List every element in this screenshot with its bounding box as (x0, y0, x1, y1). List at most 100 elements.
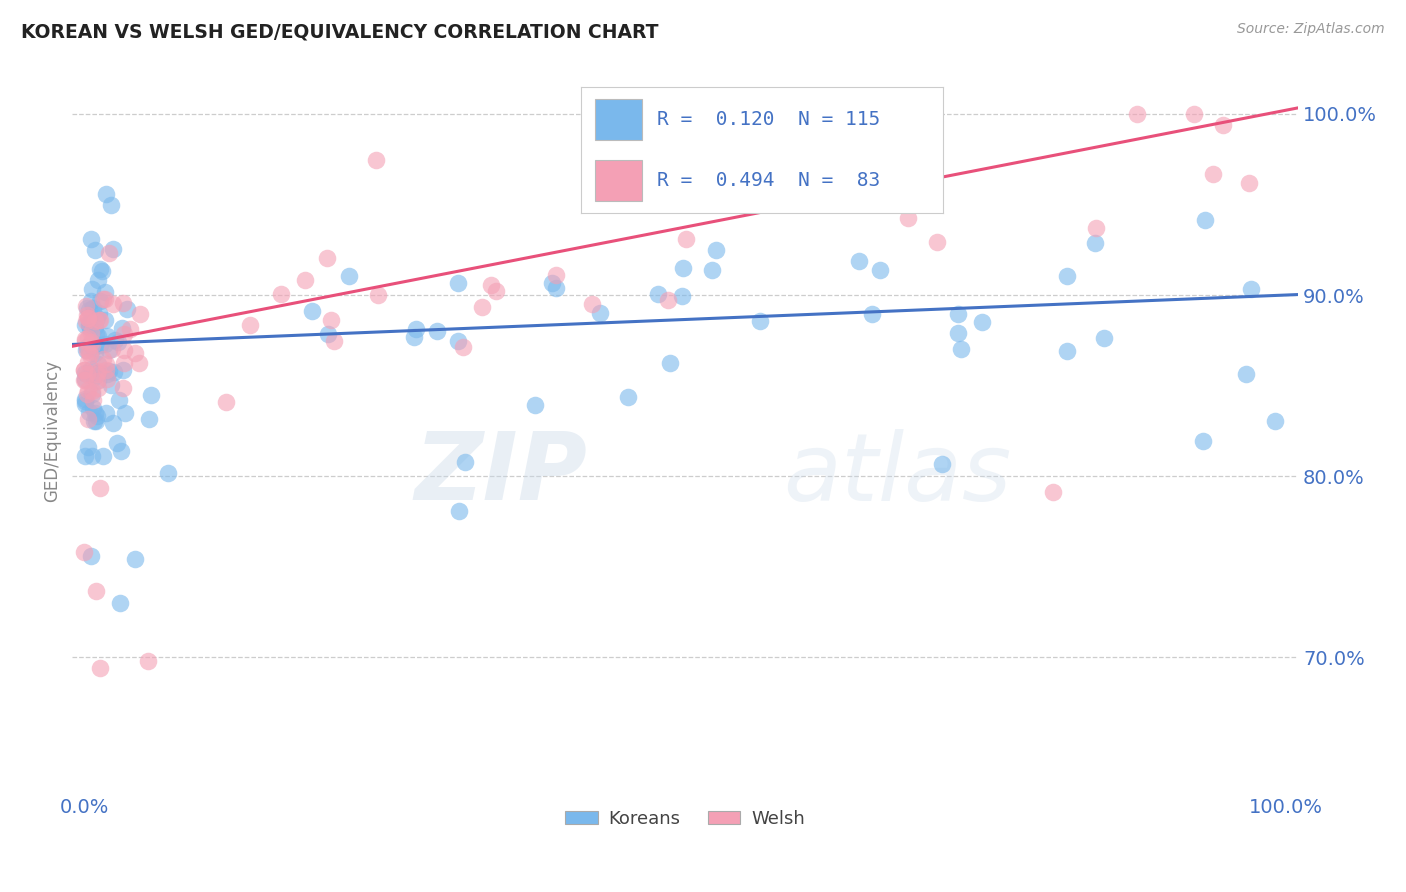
Point (869, 263, 891, 277)
Point (108, 392, 131, 407)
Point (946, 307, 969, 321)
Point (77, 411, 100, 425)
Point (86, 311, 108, 326)
Point (75, 449, 97, 463)
Point (112, 343, 135, 357)
Point (75, 397, 97, 411)
Point (1125, 107, 1147, 121)
Point (139, 388, 162, 402)
Point (82, 401, 104, 416)
Point (76, 340, 98, 354)
Point (101, 242, 124, 256)
Point (118, 322, 141, 336)
Point (84, 414, 107, 428)
Point (87, 313, 110, 327)
Point (138, 412, 160, 426)
Point (112, 356, 135, 370)
Point (83, 243, 105, 257)
Point (86, 328, 108, 343)
Point (77, 440, 100, 454)
Point (949, 343, 972, 357)
Point (80, 326, 103, 340)
Point (104, 333, 127, 347)
Point (1084, 235, 1107, 250)
Point (108, 596, 131, 610)
Point (73, 373, 96, 387)
Point (84, 326, 107, 341)
Point (931, 458, 953, 472)
Point (581, 297, 603, 311)
Point (111, 363, 134, 377)
Point (76, 301, 98, 315)
Point (1240, 282, 1263, 296)
Point (834, 195, 856, 210)
Point (91, 292, 114, 306)
Point (79, 348, 101, 362)
Point (94, 336, 117, 351)
Point (270, 286, 292, 301)
Point (215, 395, 238, 409)
Point (73, 372, 96, 386)
Point (315, 251, 337, 265)
Point (524, 399, 547, 413)
Point (1239, 176, 1261, 190)
Point (73, 332, 96, 346)
Point (700, 262, 723, 277)
Point (87, 373, 110, 387)
Point (82, 341, 104, 355)
Point (86, 358, 108, 372)
Point (86, 409, 108, 423)
Point (76, 343, 98, 357)
Point (91, 351, 114, 366)
Point (103, 365, 125, 379)
Point (96, 328, 118, 343)
Point (87, 363, 110, 377)
Point (73, 362, 96, 376)
Point (101, 342, 124, 356)
Point (80, 335, 103, 350)
Point (972, 315, 994, 329)
Point (103, 296, 125, 310)
Point (73, 545, 96, 559)
Point (93, 293, 115, 307)
Point (83, 336, 105, 351)
Point (658, 356, 681, 370)
Point (111, 320, 134, 334)
Point (77, 405, 100, 419)
Point (1056, 344, 1078, 359)
Point (447, 334, 470, 348)
Point (93, 450, 115, 464)
Point (76, 387, 98, 401)
Point (675, 231, 697, 245)
Point (77, 317, 100, 331)
Point (451, 340, 474, 354)
Point (82, 393, 104, 408)
Point (82, 387, 104, 401)
Point (80, 232, 103, 246)
Point (77, 331, 100, 345)
Point (107, 334, 129, 349)
Point (82, 282, 104, 296)
Point (364, 153, 387, 168)
Point (89, 312, 111, 326)
Point (94, 405, 117, 419)
Point (1182, 107, 1205, 121)
Point (97, 343, 120, 357)
Point (100, 198, 122, 212)
Point (89, 660, 111, 674)
Point (76, 308, 98, 322)
Point (128, 307, 150, 321)
Point (447, 276, 470, 290)
Point (77, 310, 100, 325)
Point (1234, 367, 1257, 381)
Point (90, 264, 112, 278)
Point (657, 293, 679, 308)
Point (1056, 268, 1078, 283)
Point (80, 384, 103, 398)
Point (73, 318, 96, 332)
Point (83, 319, 105, 334)
Point (100, 378, 122, 392)
Point (1212, 118, 1234, 132)
Point (124, 346, 146, 360)
Point (927, 235, 949, 250)
